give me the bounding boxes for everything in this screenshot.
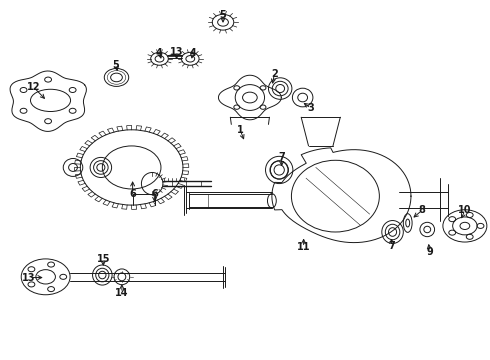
Text: 4: 4 [189, 48, 196, 58]
Text: 14: 14 [115, 288, 128, 298]
Text: 1: 1 [237, 125, 244, 135]
Text: 15: 15 [97, 254, 110, 264]
Text: 7: 7 [278, 152, 285, 162]
Text: 4: 4 [156, 48, 163, 58]
Text: 10: 10 [458, 206, 471, 216]
Text: 5: 5 [113, 59, 120, 69]
Text: 6: 6 [151, 189, 158, 199]
Text: 12: 12 [27, 82, 41, 93]
Text: 3: 3 [308, 103, 315, 113]
Text: 13: 13 [22, 273, 36, 283]
Text: 11: 11 [297, 242, 310, 252]
Text: 7: 7 [388, 241, 395, 251]
Text: 6: 6 [129, 189, 136, 199]
Text: 8: 8 [418, 206, 425, 216]
Text: 2: 2 [271, 69, 278, 79]
Text: 5: 5 [220, 10, 226, 20]
Text: 9: 9 [426, 247, 433, 257]
Text: 13: 13 [170, 46, 183, 57]
